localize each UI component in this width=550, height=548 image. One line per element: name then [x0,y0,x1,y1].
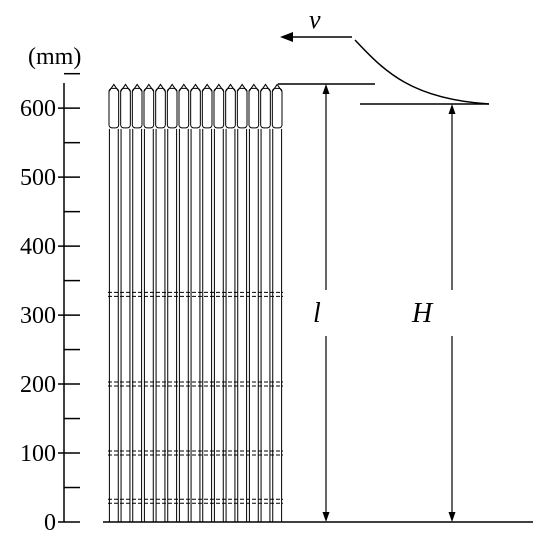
rod-tip [236,83,248,92]
fuel-rod [248,83,260,522]
height-arrow-head-down [448,512,456,522]
fuel-rod [120,83,131,522]
rod-end-cap [260,87,271,129]
tick-label: 400 [20,234,56,260]
rod-tip [271,83,283,92]
tick-label: 200 [20,372,56,398]
fuel-rod [155,83,166,522]
tick-label: 600 [20,96,56,122]
fuel-rod [166,83,178,522]
rod-tip [225,83,236,92]
rod-tip [143,83,155,92]
rod-end-cap [213,87,225,129]
tick-label: 0 [44,510,56,536]
rod-tip [166,83,178,92]
rod-tip [108,83,120,92]
rod-tip [201,83,213,92]
fuel-rod [271,83,283,522]
rod-end-cap [236,87,248,129]
length-arrow-head-up [322,84,330,94]
spacer-grid [108,381,283,387]
tick-labels: 0 100 200 300 400 500 600 [20,96,56,536]
rod-end-cap [190,87,201,129]
length-dimension: l [278,83,375,522]
velocity-label: v [309,5,321,34]
velocity-indicator: v [280,5,352,42]
spacer-grid [108,291,283,297]
rod-bundle [108,83,283,522]
fuel-rod [131,83,143,522]
height-dimension: H [354,39,490,522]
fuel-rod [225,83,236,522]
fuel-rod [236,83,248,522]
tick-marks [58,72,80,523]
rod-end-cap [131,87,143,129]
tick-label: 300 [20,303,56,329]
fuel-rod [260,83,271,522]
rod-tip [248,83,260,92]
length-arrow-head-down [322,512,330,522]
rod-tip [190,83,201,92]
rod-tip [131,83,143,92]
rod-end-cap [178,87,190,129]
fuel-rod [201,83,213,522]
height-label-mask [405,290,461,336]
height-label: H [411,298,434,329]
fuel-rod [178,83,190,522]
rod-end-cap [225,87,236,129]
spacer-grid [108,498,283,504]
rod-tip [155,83,166,92]
height-arrow-head-up [448,104,456,114]
rod-end-cap [143,87,155,129]
length-label-mask [300,290,352,336]
rod-end-cap [108,87,120,129]
spacer-grid [108,450,283,456]
axis-unit-label: (mm) [28,44,81,70]
velocity-arrow-head [280,32,293,42]
rod-end-cap [155,87,166,129]
length-label: l [313,298,321,329]
tick-label: 100 [20,441,56,467]
rod-tip [260,83,271,92]
fuel-rod [108,83,120,522]
fuel-rod [213,83,225,522]
rod-end-cap [271,87,283,129]
rod-end-cap [120,87,131,129]
height-scale-axis: 0 100 200 300 400 500 600 (mm) [20,44,81,536]
fuel-rod [143,83,155,522]
fuel-rod [190,83,201,522]
rod-tip [120,83,131,92]
rod-end-cap [166,87,178,129]
water-surface-curve [354,39,490,105]
rod-tip [213,83,225,92]
rod-tip [178,83,190,92]
rod-end-cap [248,87,260,129]
tick-label: 500 [20,165,56,191]
rod-end-cap [201,87,213,129]
